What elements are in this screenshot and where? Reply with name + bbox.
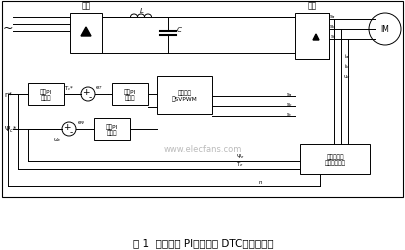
Text: 图 1  采用模糊 PI控制器的 DTC系统结构图: 图 1 采用模糊 PI控制器的 DTC系统结构图	[132, 237, 273, 247]
Text: 模糊PI
控制器: 模糊PI 控制器	[40, 88, 52, 101]
FancyBboxPatch shape	[157, 77, 211, 114]
FancyBboxPatch shape	[112, 84, 148, 106]
Text: n: n	[258, 179, 261, 184]
FancyBboxPatch shape	[299, 144, 369, 174]
Text: i$_a$: i$_a$	[343, 52, 349, 61]
Text: 定子磁链及
电磁转矩估计: 定子磁链及 电磁转矩估计	[324, 153, 345, 166]
Text: s$_a$: s$_a$	[329, 13, 336, 21]
Text: +: +	[82, 88, 90, 96]
Text: -: -	[88, 93, 92, 102]
Text: +: +	[63, 122, 70, 132]
Text: 模糊PI
控制器: 模糊PI 控制器	[124, 88, 136, 101]
Text: -: -	[69, 128, 72, 136]
Text: Ψ$_c$*: Ψ$_c$*	[4, 124, 18, 134]
Text: i$_b$: i$_b$	[343, 62, 349, 71]
Text: ~: ~	[3, 22, 13, 34]
Text: L: L	[140, 8, 144, 14]
Text: T$_e$: T$_e$	[236, 160, 243, 169]
Text: IM: IM	[379, 26, 388, 34]
Text: s$_a$: s$_a$	[285, 91, 292, 98]
Text: 整流: 整流	[81, 2, 90, 11]
Text: C: C	[176, 27, 181, 33]
FancyBboxPatch shape	[28, 84, 64, 106]
Text: 模糊PI
控制器: 模糊PI 控制器	[106, 124, 118, 136]
FancyBboxPatch shape	[294, 14, 328, 60]
Text: u$_a$: u$_a$	[342, 73, 350, 81]
Text: n*: n*	[4, 92, 12, 98]
Text: 坐标变换
及SVPWM: 坐标变换 及SVPWM	[171, 90, 197, 102]
Text: s$_b$: s$_b$	[285, 101, 292, 108]
Text: Ψ$_e$: Ψ$_e$	[235, 152, 244, 161]
Polygon shape	[81, 28, 91, 37]
Text: s$_b$: s$_b$	[328, 23, 336, 31]
Text: T$_c$*: T$_c$*	[64, 84, 74, 93]
Text: s$_c$: s$_c$	[285, 110, 292, 118]
Text: s$_c$: s$_c$	[329, 33, 336, 41]
Text: www.elecfans.com: www.elecfans.com	[163, 145, 242, 154]
Polygon shape	[312, 35, 318, 41]
Text: e$_Ψ$: e$_Ψ$	[77, 118, 85, 126]
Text: e$_T$: e$_T$	[95, 84, 103, 92]
FancyBboxPatch shape	[70, 14, 102, 54]
FancyBboxPatch shape	[94, 118, 130, 141]
Text: 逆变: 逆变	[307, 2, 316, 11]
Text: ω$_c$: ω$_c$	[53, 136, 61, 143]
